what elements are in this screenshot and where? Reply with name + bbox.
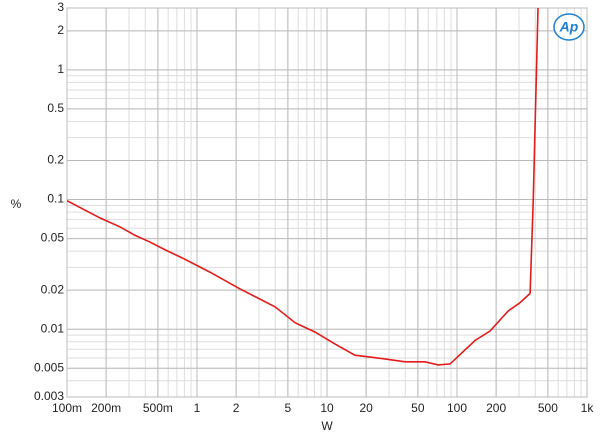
y-tick-label: 2 [57, 23, 64, 37]
x-tick-label: 2 [233, 401, 240, 415]
y-tick-label: 0.02 [41, 282, 65, 296]
grid [66, 7, 588, 398]
x-tick-label: 100m [52, 401, 82, 415]
y-axis-label: % [11, 197, 22, 211]
y-tick-label: 0.003 [34, 389, 64, 403]
data-line [67, 8, 539, 366]
x-tick-label: 50 [411, 401, 425, 415]
x-tick-label: 5 [285, 401, 292, 415]
y-tick-label: 1 [57, 62, 64, 76]
logo: Ap [559, 19, 579, 35]
y-tick-label: 0.005 [34, 360, 64, 374]
y-tick-label: 0.01 [41, 321, 65, 335]
x-tick-label: 200m [91, 401, 121, 415]
y-tick-label: 0.5 [47, 101, 64, 115]
y-tick-label: 0.2 [47, 153, 64, 167]
x-tick-label: 1 [194, 401, 201, 415]
x-tick-label: 200 [486, 401, 506, 415]
y-tick-label: 3 [57, 0, 64, 14]
y-tick-label: 0.1 [47, 192, 64, 206]
y-tick-label: 0.05 [41, 231, 65, 245]
x-tick-label: 20 [359, 401, 373, 415]
x-tick-label: 500m [143, 401, 173, 415]
x-tick-label: 10 [320, 401, 334, 415]
logo-badge [553, 13, 585, 41]
x-axis-label: W [321, 419, 333, 433]
x-tick-label: 100 [447, 401, 467, 415]
x-tick-label: 500 [538, 401, 558, 415]
x-tick-label: 1k [581, 401, 595, 415]
